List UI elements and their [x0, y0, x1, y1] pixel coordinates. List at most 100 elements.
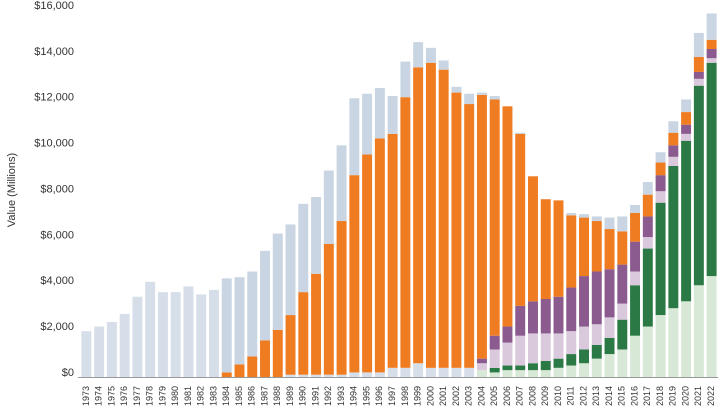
bar-segment: [617, 216, 628, 232]
x-tick-label: 1995: [361, 386, 371, 406]
x-tick-label: 2000: [425, 386, 435, 406]
bar-segment: [706, 39, 717, 49]
x-tick-label: 1984: [221, 386, 231, 406]
bar-segment: [298, 203, 309, 293]
bar-segment: [489, 367, 500, 373]
bar-segment: [579, 326, 589, 350]
x-tick-label: 2021: [693, 386, 703, 406]
bar-segment: [157, 292, 168, 377]
bar-segment: [540, 199, 551, 300]
bar-segment: [579, 214, 589, 218]
bar-segment: [655, 162, 666, 176]
bar-segment: [579, 276, 589, 327]
bar-segment: [413, 363, 424, 377]
bar-segment: [706, 276, 717, 377]
x-tick-label: 1981: [183, 386, 193, 406]
x-tick-label: 1973: [81, 386, 91, 406]
bar-segment: [693, 85, 704, 286]
bar-segment: [681, 99, 692, 113]
bar-segment: [655, 175, 666, 192]
bar-segment: [553, 200, 564, 297]
bar-segment: [132, 296, 143, 377]
bar-segment: [400, 61, 411, 98]
bar-segment: [642, 216, 653, 238]
bar-segment: [349, 175, 360, 373]
bar-segment: [413, 42, 424, 68]
bar-segment: [566, 365, 577, 377]
bar-segment: [579, 363, 589, 377]
bar-segment: [630, 285, 641, 336]
bar-segment: [630, 335, 641, 377]
x-tick-label: 2013: [591, 386, 601, 406]
bar-segment: [451, 92, 462, 368]
x-tick-label: 2001: [438, 386, 448, 406]
bar-segment: [693, 32, 704, 58]
bar-segment: [221, 278, 232, 373]
bar-segment: [553, 367, 564, 377]
bar-segment: [489, 99, 500, 336]
x-tick-label: 1997: [387, 386, 397, 406]
bar-segment: [349, 98, 360, 176]
bar-segment: [515, 133, 526, 306]
bar-segment: [298, 292, 309, 375]
x-tick-label: 2018: [655, 386, 665, 406]
bar-segment: [374, 138, 385, 373]
y-tick-label: $4,000: [40, 275, 74, 287]
bar-segment: [566, 354, 577, 366]
bar-segment: [604, 217, 615, 230]
y-tick-label: $10,000: [34, 138, 74, 150]
bar-segment: [681, 140, 692, 302]
bar-segment: [323, 374, 334, 377]
bar-segment: [642, 194, 653, 217]
bar-segment: [566, 215, 577, 288]
y-tick-label: $6,000: [40, 229, 74, 241]
x-tick-label: 1976: [119, 386, 129, 406]
bar-segment: [362, 372, 373, 377]
bar-segment: [553, 296, 564, 334]
bar-segment: [515, 132, 526, 134]
x-tick-label: 1994: [349, 386, 359, 406]
bar-segment: [502, 370, 513, 377]
bar-segment: [221, 372, 232, 377]
bar-segment: [425, 47, 436, 63]
bar-segment: [681, 133, 692, 141]
x-tick-label: 1977: [132, 386, 142, 406]
x-tick-label: 1996: [374, 386, 384, 406]
bar-segment: [260, 250, 270, 341]
y-tick-label: $12,000: [34, 92, 74, 104]
bar-segment: [693, 57, 704, 72]
bar-segment: [476, 363, 487, 371]
bar-segment: [591, 358, 602, 377]
bar-segment: [668, 156, 679, 166]
bar-segment: [502, 106, 513, 327]
bar-segment: [285, 315, 296, 375]
bar-segment: [311, 196, 322, 274]
x-tick-label: 1992: [323, 386, 333, 406]
x-tick-label: 2016: [629, 386, 639, 406]
bar-segment: [630, 271, 641, 286]
y-tick-label: $14,000: [34, 46, 74, 58]
bar-segment: [145, 281, 156, 377]
bar-segment: [528, 301, 538, 334]
x-tick-label: 1998: [400, 386, 410, 406]
y-axis-label: Value (Millions): [6, 153, 18, 227]
bar-segment: [706, 48, 717, 59]
bar-segment: [451, 367, 462, 377]
bar-segment: [374, 87, 385, 139]
x-tick-label: 1982: [196, 386, 206, 406]
bar-segment: [642, 248, 653, 327]
bar-segment: [387, 96, 398, 134]
bar-segment: [630, 212, 641, 242]
y-tick-label: $16,000: [34, 0, 74, 12]
x-tick-label: 1975: [106, 386, 116, 406]
bar-segment: [438, 367, 449, 377]
bar-segment: [604, 338, 615, 355]
x-tick-label: 2017: [642, 386, 652, 406]
bar-segment: [642, 237, 653, 249]
x-tick-label: 2004: [476, 386, 486, 406]
bar-segment: [642, 182, 653, 195]
bar-segment: [247, 356, 258, 377]
bar-segment: [438, 60, 449, 70]
y-tick-label: $0: [62, 367, 74, 379]
x-tick-label: 1989: [285, 386, 295, 406]
